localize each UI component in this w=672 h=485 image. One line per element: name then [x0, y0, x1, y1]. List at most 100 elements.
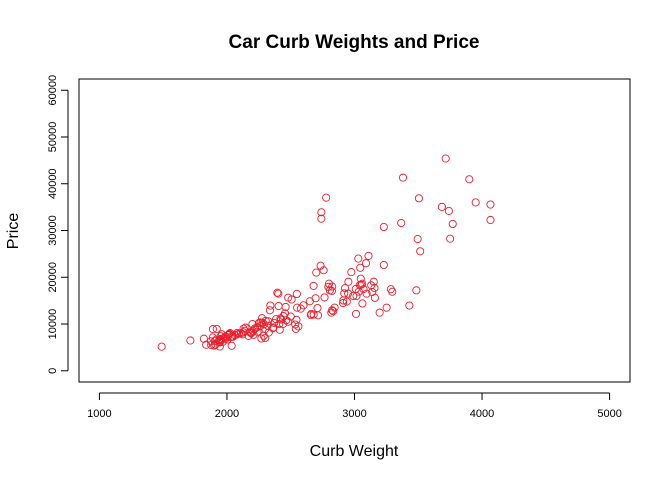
data-point: [227, 341, 236, 350]
data-point: [441, 154, 450, 163]
data-point: [486, 200, 495, 209]
data-point: [275, 320, 284, 329]
data-point: [349, 291, 358, 301]
data-point: [223, 331, 233, 340]
x-axis-title: Curb Weight: [310, 443, 399, 460]
data-point: [444, 206, 453, 215]
data-point: [338, 298, 348, 308]
data-point: [344, 289, 353, 298]
data-point: [448, 219, 457, 228]
data-point: [361, 259, 371, 268]
x-axis: 1000 2000 3000 4000 5000: [87, 392, 622, 420]
data-point: [362, 289, 371, 298]
data-point: [437, 202, 446, 211]
data-point: [486, 215, 495, 225]
data-point: [294, 322, 303, 331]
data-point: [266, 301, 275, 310]
data-point: [364, 251, 373, 260]
data-point: [354, 254, 363, 263]
data-point: [248, 319, 257, 329]
chart-title: Car Curb Weights and Price: [229, 32, 480, 53]
data-point: [351, 284, 360, 294]
data-point: [281, 302, 290, 312]
data-point: [186, 336, 195, 345]
data-point: [320, 293, 329, 302]
data-point: [217, 330, 226, 339]
data-point: [322, 193, 331, 202]
data-point: [317, 208, 326, 217]
data-point: [358, 299, 367, 308]
data-point: [405, 301, 414, 310]
data-point: [446, 234, 455, 243]
y-tick-label: 20000: [47, 262, 59, 293]
data-point: [413, 234, 422, 244]
data-point: [312, 268, 321, 277]
data-point: [273, 288, 282, 297]
data-point: [291, 324, 300, 333]
data-point: [245, 328, 254, 337]
data-point: [379, 260, 388, 270]
data-point: [309, 310, 318, 319]
y-axis-title: Price: [5, 213, 22, 250]
data-point: [328, 282, 337, 291]
data-point: [354, 287, 363, 296]
data-point: [210, 336, 219, 346]
data-point: [382, 303, 391, 312]
data-point: [358, 279, 367, 288]
x-tick-label: 4000: [470, 408, 494, 420]
data-point: [212, 324, 221, 333]
data-point: [270, 318, 279, 327]
data-point: [233, 328, 242, 337]
data-point: [388, 287, 397, 296]
data-points: [157, 154, 495, 351]
data-point: [397, 218, 406, 228]
data-point: [356, 263, 365, 272]
data-point: [327, 306, 337, 315]
data-point: [239, 324, 248, 333]
data-point: [329, 307, 338, 316]
x-tick-label: 3000: [342, 408, 366, 420]
data-point: [199, 334, 208, 343]
data-point: [274, 289, 283, 298]
data-point: [416, 247, 425, 256]
data-point: [357, 280, 366, 289]
data-point: [379, 222, 388, 231]
data-point: [370, 293, 379, 302]
y-tick-label: 50000: [47, 122, 59, 153]
data-point: [412, 286, 421, 295]
data-point: [292, 289, 301, 299]
data-point: [241, 323, 250, 332]
y-axis: 0 10000 20000 30000 40000 50000 60000: [47, 75, 69, 374]
data-point: [208, 325, 217, 334]
data-point: [344, 277, 353, 286]
data-point: [265, 306, 274, 315]
data-point: [313, 311, 323, 320]
plot-frame: [78, 78, 631, 383]
data-point: [398, 173, 408, 182]
data-point: [370, 283, 379, 293]
data-point: [465, 175, 474, 184]
data-point: [369, 277, 378, 286]
y-tick-label: 60000: [47, 75, 59, 106]
y-tick-label: 0: [47, 368, 59, 374]
y-tick-label: 30000: [47, 215, 59, 246]
data-point: [327, 286, 336, 295]
data-point: [340, 289, 349, 298]
data-point: [268, 324, 277, 333]
data-point: [359, 285, 368, 294]
x-tick-label: 5000: [597, 408, 621, 420]
data-point: [261, 333, 270, 343]
y-tick-label: 10000: [47, 309, 59, 340]
data-point: [230, 330, 239, 340]
data-point: [319, 266, 328, 275]
data-point: [264, 317, 273, 326]
data-point: [342, 297, 351, 306]
data-point: [157, 342, 166, 351]
data-point: [284, 317, 293, 326]
data-point: [351, 309, 361, 318]
data-point: [330, 303, 339, 312]
data-point: [347, 268, 356, 277]
